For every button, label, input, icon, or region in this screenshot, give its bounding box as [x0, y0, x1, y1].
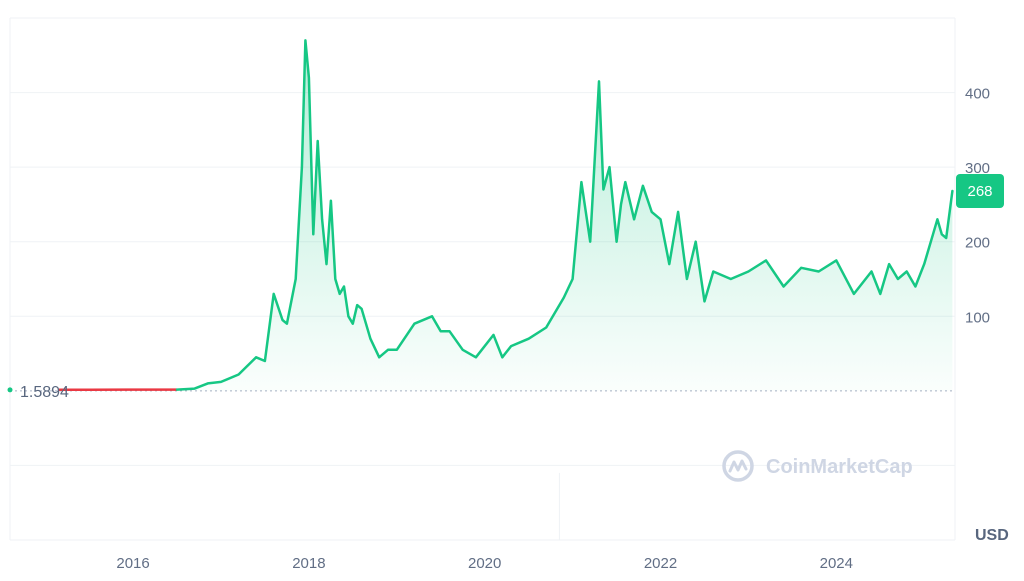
y-tick-label: 100: [965, 309, 990, 326]
y-tick-label: 200: [965, 235, 990, 252]
current-value-badge: [956, 174, 1004, 209]
watermark-text: CoinMarketCap: [766, 456, 913, 478]
x-tick-label: 2016: [116, 555, 149, 572]
start-value-dot: [7, 387, 13, 393]
y-tick-label: 400: [965, 86, 990, 103]
value-labels: 1.5894 268: [7, 174, 1004, 401]
x-tick-label: 2024: [820, 555, 853, 572]
y-tick-label: 300: [965, 160, 990, 177]
price-series: [58, 39, 954, 391]
x-tick-label: 2018: [292, 555, 325, 572]
price-area-fill: [58, 40, 953, 391]
coinmarketcap-logo-icon: [722, 450, 754, 482]
x-axis: 2016 2018 2020 2022 2024: [116, 555, 853, 572]
x-tick-label: 2020: [468, 555, 501, 572]
start-value-label: 1.5894: [20, 384, 69, 401]
watermark: CoinMarketCap: [722, 450, 913, 482]
y-axis: 100 200 300 400: [965, 86, 990, 327]
x-tick-label: 2022: [644, 555, 677, 572]
current-value-label: 268: [967, 183, 992, 200]
currency-unit-label: USD: [975, 527, 1009, 544]
chart-gridlines: [9, 17, 956, 541]
price-line: [175, 39, 954, 391]
